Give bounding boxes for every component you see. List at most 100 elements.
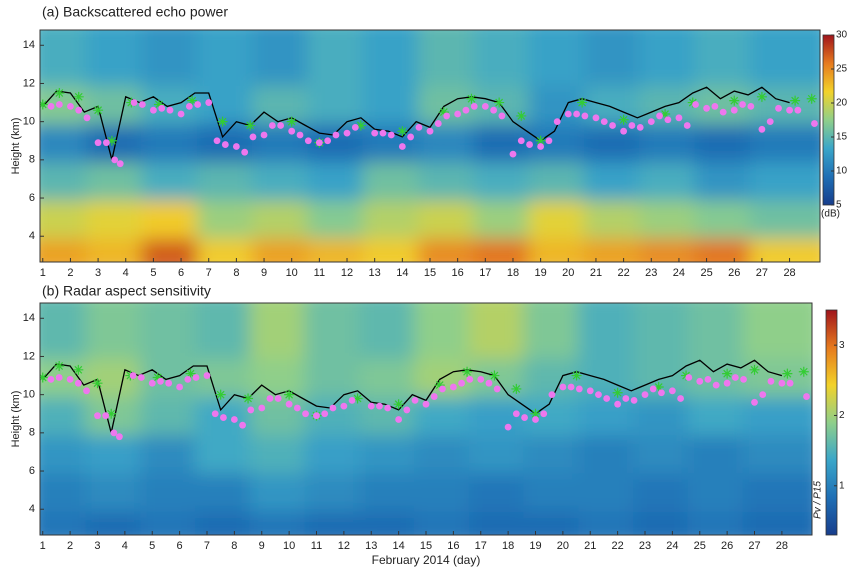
sonde-dot: [55, 374, 63, 381]
x-tick-label: 8: [233, 267, 239, 279]
sonde-dot: [343, 129, 351, 137]
sonde-dot: [348, 396, 356, 404]
x-tick-label: 22: [612, 540, 624, 552]
sonde-dot: [430, 393, 438, 400]
sonde-dot: [600, 118, 608, 126]
sonde-dot: [603, 395, 611, 402]
sonde-dot: [668, 387, 676, 395]
sonde-dot: [129, 372, 137, 379]
sonde-dot: [321, 410, 329, 418]
sonde-dot: [83, 114, 91, 122]
sonde-dot: [285, 400, 293, 408]
sonde-dot: [740, 375, 747, 383]
star-marker: [729, 95, 740, 106]
x-tick-label: 4: [123, 267, 129, 279]
sonde-dot: [636, 123, 644, 131]
plot-area: [40, 30, 820, 262]
sonde-dot: [521, 414, 528, 421]
sonde-dot: [213, 137, 221, 145]
sonde-dot: [696, 377, 704, 385]
sonde-dot: [230, 416, 238, 423]
sonde-dot: [293, 404, 301, 412]
sonde-dot: [260, 131, 268, 139]
star-marker: [722, 368, 733, 379]
sonde-dot: [67, 102, 74, 110]
star-marker: [185, 368, 196, 379]
x-tick-label: 7: [206, 267, 212, 279]
sonde-dot: [564, 110, 572, 118]
sonde-dot: [66, 375, 74, 383]
sonde-dot: [647, 118, 655, 126]
sonde-dot: [249, 133, 257, 141]
x-tick-label: 23: [639, 540, 651, 552]
x-tick-label: 24: [666, 540, 678, 552]
y-tick-label: 4: [29, 503, 35, 515]
sonde-dot: [575, 385, 583, 393]
star-marker: [530, 408, 541, 419]
x-tick-label: 24: [673, 267, 685, 279]
star-marker: [756, 91, 767, 102]
sonde-dot: [398, 143, 406, 150]
y-tick-label: 6: [29, 192, 35, 204]
sonde-dot: [94, 139, 102, 147]
sonde-dot: [130, 99, 138, 106]
sonde-dot: [454, 110, 462, 118]
x-tick-label: 10: [283, 540, 295, 552]
sonde-dot: [268, 122, 276, 129]
sonde-dot: [526, 141, 533, 148]
x-tick-label: 27: [748, 540, 760, 552]
sonde-dot: [288, 127, 296, 135]
sonde-dot: [203, 372, 211, 379]
sonde-dot: [111, 156, 119, 164]
sonde-dot: [504, 423, 512, 431]
chart-title: (a) Backscattered echo power: [42, 4, 228, 20]
sonde-dot: [332, 131, 340, 139]
x-tick-label: 27: [756, 267, 768, 279]
x-tick-label: 5: [149, 540, 155, 552]
star-marker: [618, 114, 629, 125]
colorbar-tick-label: 3: [839, 340, 845, 351]
x-tick-label: 1: [40, 540, 46, 552]
star-marker: [790, 95, 801, 106]
sonde-dot: [548, 391, 556, 399]
sonde-dot: [138, 101, 146, 108]
x-tick-label: 12: [341, 267, 353, 279]
sonde-dot: [462, 106, 470, 114]
sonde-dot: [277, 122, 285, 129]
sonde-dot: [477, 375, 485, 383]
y-axis-label: Height (km): [10, 118, 22, 175]
star-marker: [535, 135, 546, 146]
x-tick-label: 15: [424, 267, 436, 279]
colorbar-tick-label: 5: [836, 200, 842, 211]
sonde-dot: [384, 404, 392, 412]
sonde-dot: [540, 410, 548, 418]
colorbar-tick-label: 30: [836, 30, 848, 41]
sonde-dot: [677, 395, 684, 402]
sonde-dot: [592, 114, 600, 122]
sonde-dot: [324, 137, 332, 145]
sonde-dot: [704, 375, 712, 383]
sonde-dot: [778, 379, 786, 387]
x-tick-label: 20: [557, 540, 569, 552]
sonde-dot: [581, 112, 589, 120]
colorbar-tick-label: 15: [836, 132, 848, 143]
sonde-dot: [766, 118, 774, 126]
sonde-dot: [685, 374, 693, 381]
sonde-dot: [443, 112, 450, 120]
star-marker: [73, 364, 84, 375]
x-tick-label: 14: [392, 540, 404, 552]
sonde-dot: [115, 433, 123, 441]
star-marker: [489, 370, 500, 381]
sonde-dot: [512, 410, 520, 418]
sonde-dot: [166, 106, 174, 114]
sonde-dot: [407, 133, 415, 141]
star-marker: [798, 366, 809, 377]
sonde-dot: [148, 379, 156, 387]
sonde-dot: [703, 104, 710, 112]
x-tick-label: 14: [396, 267, 408, 279]
star-marker: [352, 393, 363, 404]
sonde-dot: [758, 125, 766, 133]
sonde-dot: [794, 106, 802, 114]
colorbar-tick-label: 1: [839, 480, 845, 491]
sonde-dot: [313, 412, 320, 420]
